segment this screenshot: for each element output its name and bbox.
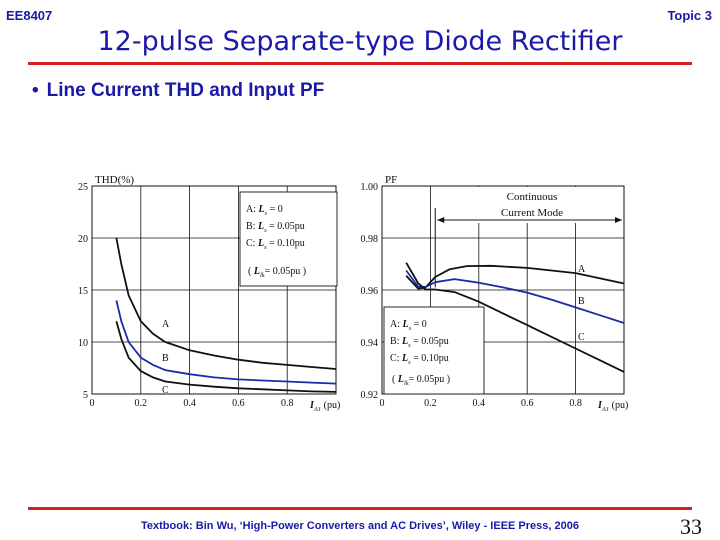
chart1-curve-label-c: C — [162, 385, 169, 396]
chart1-x-tick-label: 0.2 — [135, 398, 148, 409]
chart2-x-tick-label: 0 — [380, 398, 385, 409]
chart2-y-tick-label: 0.98 — [361, 234, 379, 245]
chart2-annotation-bg — [435, 187, 623, 223]
chart1-x-tick-label: 0 — [90, 398, 95, 409]
chart1-series-a — [115, 237, 337, 370]
chart2-x-tick-label: 0.4 — [473, 398, 486, 409]
chart1-legend-entry: C: Ls = 0.10pu — [246, 238, 305, 251]
chart1-series-c — [115, 320, 337, 393]
chart1-legend-entry: B: Ls = 0.05pu — [246, 221, 305, 234]
chart2-x-tick-label: 0.2 — [424, 398, 437, 409]
chart1-y-tick-label: 10 — [78, 338, 88, 349]
chart2-curve-label-c: C — [578, 332, 585, 343]
chart2-series-b — [405, 269, 625, 324]
chart1-y-tick-label: 25 — [78, 182, 88, 193]
chart1-curve-label-b: B — [162, 353, 169, 364]
chart1-y-tick-label: 20 — [78, 234, 88, 245]
course-code: EE8407 — [6, 8, 53, 23]
chart2-arrow-head-left-icon — [437, 217, 445, 223]
chart2-x-tick-label: 0.6 — [521, 398, 534, 409]
chart2-annotation-line2: Current Mode — [501, 207, 563, 219]
chart2-series-c — [405, 262, 625, 373]
slide-title: 12-pulse Separate-type Diode Rectifier — [97, 26, 623, 57]
chart1-x-tick-label: 0.6 — [232, 398, 245, 409]
chart2-curve-label-a: A — [578, 264, 586, 275]
title-rule — [28, 62, 692, 65]
chart1-y-axis-label: THD(%) — [95, 174, 134, 186]
page-number: 33 — [680, 514, 702, 539]
chart1-y-tick-label: 15 — [78, 286, 88, 297]
topic-label: Topic 3 — [667, 8, 712, 23]
chart2-y-tick-label: 0.92 — [361, 390, 379, 401]
chart1-y-tick-label: 5 — [83, 390, 88, 401]
chart2-series-a — [405, 264, 625, 290]
bullet-text: Line Current THD and Input PF — [46, 80, 325, 101]
chart1-x-tick-label: 0.8 — [281, 398, 294, 409]
chart1-legend-note: ( Llk= 0.05pu ) — [248, 266, 306, 279]
chart2-annotation-line1: Continuous — [507, 191, 558, 203]
chart2-y-axis-label: PF — [385, 174, 397, 186]
chart2-y-tick-label: 0.96 — [361, 286, 379, 297]
chart2-y-tick-label: 1.00 — [361, 182, 379, 193]
chart1-x-tick-label: 0.4 — [183, 398, 196, 409]
chart2-y-tick-label: 0.94 — [361, 338, 379, 349]
footer-rule — [28, 507, 692, 510]
chart2-legend-entry: A: Ls = 0 — [390, 319, 427, 332]
footer-citation: Textbook: Bin Wu, ‘High-Power Converters… — [141, 520, 579, 532]
chart2-legend-entry: B: Ls = 0.05pu — [390, 336, 449, 349]
chart2-curve-label-b: B — [578, 296, 585, 307]
chart2-legend-note: ( Llk= 0.05pu ) — [392, 374, 450, 387]
bullet-dot-icon: • — [32, 80, 39, 101]
chart1-legend-box — [239, 191, 338, 287]
chart1-curve-label-a: A — [162, 319, 170, 330]
chart1-series-b — [115, 300, 337, 385]
chart2-x-axis-label: IA1 (pu) — [597, 400, 628, 413]
chart2-arrow-head-right-icon — [615, 217, 622, 223]
chart1-legend-entry: A: Ls = 0 — [246, 204, 283, 217]
bullet-point: • Line Current THD and Input PF — [32, 80, 324, 102]
chart2-legend-box — [383, 306, 485, 395]
chart1-x-axis-label: IA1 (pu) — [309, 400, 340, 413]
chart2-x-tick-label: 0.8 — [569, 398, 582, 409]
chart2-legend-entry: C: Ls = 0.10pu — [390, 353, 449, 366]
